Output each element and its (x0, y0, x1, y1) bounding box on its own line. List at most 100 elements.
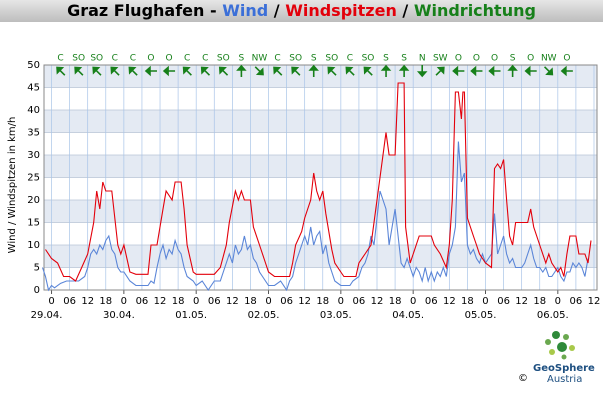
x-tick-label: 12 (81, 296, 94, 307)
direction-label: O (491, 54, 498, 64)
x-tick-label: 12 (443, 296, 456, 307)
x-tick-label: 12 (154, 296, 167, 307)
copyright: © (518, 373, 528, 384)
x-tick-label: 12 (588, 296, 601, 307)
x-tick-label: 06 (425, 296, 438, 307)
direction-label: NW (252, 54, 268, 64)
x-tick-label: 0 (338, 296, 344, 307)
x-tick-label: 0 (265, 296, 271, 307)
title-part: Windspitzen (285, 1, 397, 20)
direction-arrow (56, 66, 66, 76)
x-tick-label: 06 (280, 296, 293, 307)
x-tick-label: 18 (316, 296, 329, 307)
date-label: 30.04. (103, 310, 135, 321)
direction-arrow (327, 66, 337, 76)
direction-label: SW (433, 54, 448, 64)
direction-label: C (112, 54, 118, 64)
y-tick-label: 0 (34, 285, 40, 296)
y-tick-label: 5 (34, 263, 40, 274)
date-label: 29.04. (31, 310, 63, 321)
y-tick-label: 15 (27, 218, 40, 229)
direction-arrow (218, 66, 229, 76)
direction-label: S (401, 54, 407, 64)
direction-label: S (510, 54, 516, 64)
title-part: Wind (222, 1, 269, 20)
direction-label: SO (217, 54, 230, 64)
grid-band (44, 200, 597, 223)
x-tick-label: 18 (461, 296, 474, 307)
title-part: Graz Flughafen - (67, 1, 217, 20)
direction-arrow (435, 66, 445, 76)
y-tick-label: 20 (27, 195, 40, 206)
direction-arrow (291, 66, 301, 76)
direction-arrow (488, 65, 501, 77)
direction-arrow (200, 66, 211, 76)
x-tick-label: 06 (570, 296, 583, 307)
direction-label: SO (362, 54, 375, 64)
x-tick-label: 0 (48, 296, 54, 307)
x-tick-label: 12 (515, 296, 528, 307)
direction-arrow (92, 66, 102, 76)
direction-label: C (347, 54, 353, 64)
y-tick-label: 40 (27, 105, 40, 116)
grid-band (44, 110, 597, 133)
series-line (45, 82, 592, 282)
direction-arrow (254, 66, 264, 76)
direction-label: S (311, 54, 317, 64)
direction-arrow (524, 65, 537, 77)
x-tick-label: 0 (482, 296, 488, 307)
title-part: Windrichtung (413, 1, 536, 20)
direction-label: C (202, 54, 208, 64)
y-axis-label: Wind / Windspitzen in km/h (7, 117, 18, 254)
x-tick-label: 18 (244, 296, 257, 307)
direction-arrow (470, 65, 483, 77)
date-label: 03.05. (320, 310, 352, 321)
y-tick-label: 50 (27, 60, 40, 71)
direction-label: C (130, 54, 136, 64)
direction-arrow (182, 66, 192, 76)
direction-label: O (147, 54, 154, 64)
direction-arrow (560, 65, 573, 77)
date-label: 02.05. (248, 310, 280, 321)
direction-label: SO (72, 54, 85, 64)
direction-label: SO (90, 54, 103, 64)
x-tick-label: 06 (497, 296, 510, 307)
date-label: 01.05. (175, 310, 207, 321)
direction-label: N (419, 54, 426, 64)
x-tick-label: 06 (353, 296, 366, 307)
direction-arrow (363, 66, 373, 76)
direction-arrow (273, 66, 283, 76)
y-tick-label: 10 (27, 240, 40, 251)
logo-mark (545, 331, 575, 360)
direction-label: C (274, 54, 280, 64)
direction-label: SO (325, 54, 338, 64)
x-tick-label: 0 (193, 296, 199, 307)
direction-arrow (416, 65, 428, 78)
plot-border (43, 64, 598, 291)
title-part: / (273, 1, 280, 20)
direction-arrow (162, 65, 176, 77)
date-label: 06.05. (537, 310, 569, 321)
x-tick-label: 12 (298, 296, 311, 307)
direction-label: O (563, 54, 570, 64)
x-tick-label: 12 (371, 296, 384, 307)
direction-arrow (144, 65, 157, 77)
direction-arrow (308, 64, 319, 77)
title-part: / (402, 1, 409, 20)
date-label: 05.05. (465, 310, 497, 321)
x-tick-label: 06 (208, 296, 221, 307)
y-tick-label: 35 (27, 128, 40, 139)
direction-label: SO (289, 54, 302, 64)
logo-country: Austria (547, 374, 582, 385)
series-line (41, 141, 589, 292)
x-tick-label: 0 (121, 296, 127, 307)
title-bar: Graz Flughafen - Wind / Windspitzen / Wi… (0, 0, 603, 22)
x-tick-label: 06 (63, 296, 76, 307)
x-tick-label: 0 (410, 296, 416, 307)
direction-arrow (543, 66, 554, 76)
x-tick-label: 18 (533, 296, 546, 307)
direction-arrow (236, 64, 247, 77)
direction-label: O (455, 54, 462, 64)
x-tick-label: 12 (226, 296, 239, 307)
direction-label: S (383, 54, 389, 64)
